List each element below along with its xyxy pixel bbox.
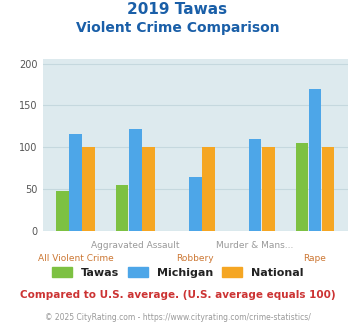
Text: Murder & Mans...: Murder & Mans... — [217, 241, 294, 250]
Bar — [189, 177, 202, 231]
Bar — [262, 147, 274, 231]
Bar — [82, 147, 95, 231]
Bar — [322, 147, 334, 231]
Bar — [249, 139, 261, 231]
Text: Robbery: Robbery — [176, 254, 214, 263]
Bar — [69, 134, 82, 231]
Text: All Violent Crime: All Violent Crime — [38, 254, 113, 263]
Text: 2019 Tawas: 2019 Tawas — [127, 2, 228, 16]
Text: Violent Crime Comparison: Violent Crime Comparison — [76, 21, 279, 35]
Bar — [56, 191, 69, 231]
Bar — [129, 129, 142, 231]
Bar — [142, 147, 155, 231]
Text: Compared to U.S. average. (U.S. average equals 100): Compared to U.S. average. (U.S. average … — [20, 290, 335, 300]
Text: © 2025 CityRating.com - https://www.cityrating.com/crime-statistics/: © 2025 CityRating.com - https://www.city… — [45, 314, 310, 322]
Text: Rape: Rape — [304, 254, 326, 263]
Text: Aggravated Assault: Aggravated Assault — [91, 241, 180, 250]
Bar — [309, 89, 321, 231]
Bar — [116, 185, 129, 231]
Bar — [296, 143, 308, 231]
Bar — [202, 147, 215, 231]
Legend: Tawas, Michigan, National: Tawas, Michigan, National — [47, 263, 308, 282]
